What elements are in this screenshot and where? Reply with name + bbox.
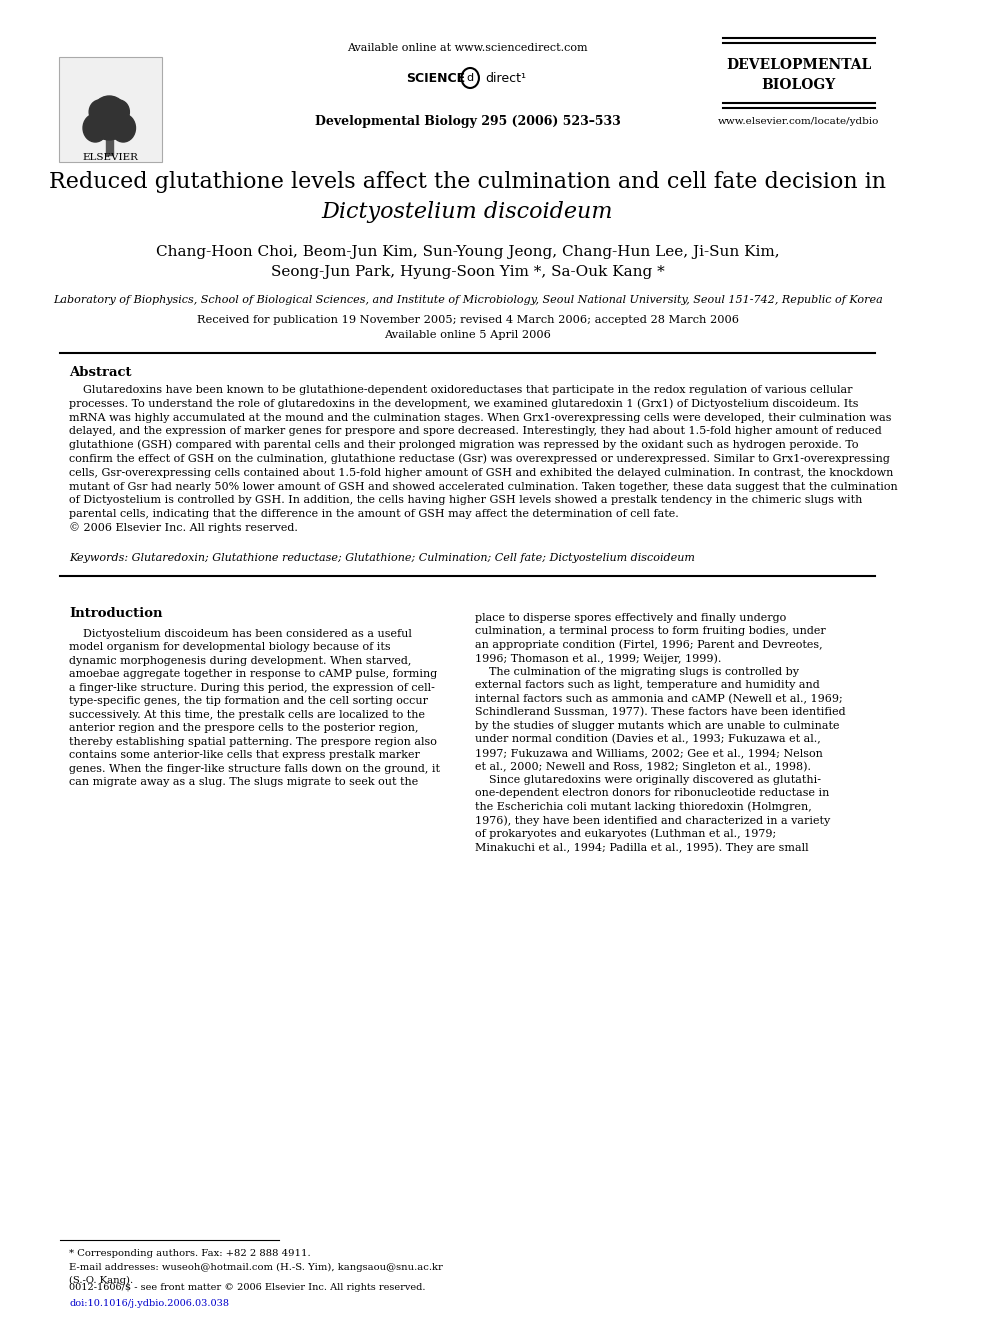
Text: www.elsevier.com/locate/ydbio: www.elsevier.com/locate/ydbio — [718, 118, 880, 127]
Text: glutathione (GSH) compared with parental cells and their prolonged migration was: glutathione (GSH) compared with parental… — [69, 441, 858, 450]
Text: type-specific genes, the tip formation and the cell sorting occur: type-specific genes, the tip formation a… — [69, 696, 429, 706]
Text: Glutaredoxins have been known to be glutathione-dependent oxidoreductases that p: Glutaredoxins have been known to be glut… — [69, 385, 852, 396]
Text: 1997; Fukuzawa and Williams, 2002; Gee et al., 1994; Nelson: 1997; Fukuzawa and Williams, 2002; Gee e… — [475, 747, 823, 758]
Text: an appropriate condition (Firtel, 1996; Parent and Devreotes,: an appropriate condition (Firtel, 1996; … — [475, 639, 823, 650]
Text: under normal condition (Davies et al., 1993; Fukuzawa et al.,: under normal condition (Davies et al., 1… — [475, 734, 821, 745]
Text: anterior region and the prespore cells to the posterior region,: anterior region and the prespore cells t… — [69, 724, 419, 733]
Circle shape — [89, 101, 110, 124]
Text: thereby establishing spatial patterning. The prespore region also: thereby establishing spatial patterning.… — [69, 737, 436, 746]
Text: Seong-Jun Park, Hyung-Soon Yim *, Sa-Ouk Kang *: Seong-Jun Park, Hyung-Soon Yim *, Sa-Ouk… — [271, 265, 665, 279]
Text: successively. At this time, the prestalk cells are localized to the: successively. At this time, the prestalk… — [69, 710, 425, 720]
Text: E-mail addresses: wuseoh@hotmail.com (H.-S. Yim), kangsaou@snu.ac.kr: E-mail addresses: wuseoh@hotmail.com (H.… — [69, 1262, 443, 1271]
Text: et al., 2000; Newell and Ross, 1982; Singleton et al., 1998).: et al., 2000; Newell and Ross, 1982; Sin… — [475, 761, 811, 771]
Text: Introduction: Introduction — [69, 607, 163, 620]
Text: mutant of Gsr had nearly 50% lower amount of GSH and showed accelerated culminat: mutant of Gsr had nearly 50% lower amoun… — [69, 482, 898, 492]
Text: direct¹: direct¹ — [485, 71, 527, 85]
Text: © 2006 Elsevier Inc. All rights reserved.: © 2006 Elsevier Inc. All rights reserved… — [69, 523, 298, 533]
Text: The culmination of the migrating slugs is controlled by: The culmination of the migrating slugs i… — [475, 667, 800, 677]
Text: culmination, a terminal process to form fruiting bodies, under: culmination, a terminal process to form … — [475, 626, 826, 636]
Circle shape — [90, 97, 129, 140]
Text: Schindlerand Sussman, 1977). These factors have been identified: Schindlerand Sussman, 1977). These facto… — [475, 706, 846, 717]
Text: external factors such as light, temperature and humidity and: external factors such as light, temperat… — [475, 680, 820, 691]
Text: 1996; Thomason et al., 1999; Weijer, 1999).: 1996; Thomason et al., 1999; Weijer, 199… — [475, 654, 722, 664]
Text: mRNA was highly accumulated at the mound and the culmination stages. When Grx1-o: mRNA was highly accumulated at the mound… — [69, 413, 892, 422]
Text: dynamic morphogenesis during development. When starved,: dynamic morphogenesis during development… — [69, 656, 412, 665]
Circle shape — [111, 114, 136, 142]
Text: a finger-like structure. During this period, the expression of cell-: a finger-like structure. During this per… — [69, 683, 434, 693]
Text: Dictyostelium discoideum: Dictyostelium discoideum — [321, 201, 613, 224]
Text: Available online at www.sciencedirect.com: Available online at www.sciencedirect.co… — [347, 44, 588, 53]
Text: SCIENCE: SCIENCE — [407, 71, 465, 85]
Text: d: d — [466, 73, 474, 83]
Text: Available online 5 April 2006: Available online 5 April 2006 — [384, 329, 551, 340]
Text: Abstract: Abstract — [69, 365, 132, 378]
Text: place to disperse spores effectively and finally undergo: place to disperse spores effectively and… — [475, 613, 787, 623]
Text: (S.-O. Kang).: (S.-O. Kang). — [69, 1275, 133, 1285]
Text: by the studies of slugger mutants which are unable to culminate: by the studies of slugger mutants which … — [475, 721, 840, 730]
Text: 0012-1606/$ - see front matter © 2006 Elsevier Inc. All rights reserved.: 0012-1606/$ - see front matter © 2006 El… — [69, 1283, 426, 1293]
Text: one-dependent electron donors for ribonucleotide reductase in: one-dependent electron donors for ribonu… — [475, 789, 830, 798]
Text: 1976), they have been identified and characterized in a variety: 1976), they have been identified and cha… — [475, 815, 830, 826]
Text: Keywords: Glutaredoxin; Glutathione reductase; Glutathione; Culmination; Cell fa: Keywords: Glutaredoxin; Glutathione redu… — [69, 553, 695, 562]
Text: doi:10.1016/j.ydbio.2006.03.038: doi:10.1016/j.ydbio.2006.03.038 — [69, 1298, 229, 1307]
Text: Received for publication 19 November 2005; revised 4 March 2006; accepted 28 Mar: Received for publication 19 November 200… — [196, 315, 739, 325]
Text: parental cells, indicating that the difference in the amount of GSH may affect t: parental cells, indicating that the diff… — [69, 509, 679, 519]
Circle shape — [83, 114, 107, 142]
Text: processes. To understand the role of glutaredoxins in the development, we examin: processes. To understand the role of glu… — [69, 398, 858, 409]
Text: genes. When the finger-like structure falls down on the ground, it: genes. When the finger-like structure fa… — [69, 763, 440, 774]
Text: model organism for developmental biology because of its: model organism for developmental biology… — [69, 642, 391, 652]
Text: confirm the effect of GSH on the culmination, glutathione reductase (Gsr) was ov: confirm the effect of GSH on the culmina… — [69, 454, 890, 464]
Text: Minakuchi et al., 1994; Padilla et al., 1995). They are small: Minakuchi et al., 1994; Padilla et al., … — [475, 841, 809, 852]
Bar — [59, 57, 162, 161]
Text: DEVELOPMENTAL: DEVELOPMENTAL — [726, 58, 871, 71]
Text: of Dictyostelium is controlled by GSH. In addition, the cells having higher GSH : of Dictyostelium is controlled by GSH. I… — [69, 495, 862, 505]
Text: delayed, and the expression of marker genes for prespore and spore decreased. In: delayed, and the expression of marker ge… — [69, 426, 882, 437]
Text: can migrate away as a slug. The slugs migrate to seek out the: can migrate away as a slug. The slugs mi… — [69, 778, 419, 787]
Text: Developmental Biology 295 (2006) 523–533: Developmental Biology 295 (2006) 523–533 — [314, 115, 620, 128]
Text: of prokaryotes and eukaryotes (Luthman et al., 1979;: of prokaryotes and eukaryotes (Luthman e… — [475, 828, 777, 839]
Text: Dictyostelium discoideum has been considered as a useful: Dictyostelium discoideum has been consid… — [69, 628, 412, 639]
Text: the Escherichia coli mutant lacking thioredoxin (Holmgren,: the Escherichia coli mutant lacking thio… — [475, 802, 812, 812]
Text: Chang-Hoon Choi, Beom-Jun Kim, Sun-Young Jeong, Chang-Hun Lee, Ji-Sun Kim,: Chang-Hoon Choi, Beom-Jun Kim, Sun-Young… — [156, 245, 780, 259]
Text: contains some anterior-like cells that express prestalk marker: contains some anterior-like cells that e… — [69, 750, 420, 761]
Text: amoebae aggregate together in response to cAMP pulse, forming: amoebae aggregate together in response t… — [69, 669, 437, 679]
Text: Since glutaredoxins were originally discovered as glutathi-: Since glutaredoxins were originally disc… — [475, 775, 821, 785]
Text: * Corresponding authors. Fax: +82 2 888 4911.: * Corresponding authors. Fax: +82 2 888 … — [69, 1249, 310, 1258]
Text: BIOLOGY: BIOLOGY — [762, 78, 836, 93]
Text: Reduced glutathione levels affect the culmination and cell fate decision in: Reduced glutathione levels affect the cu… — [49, 171, 886, 193]
Text: cells, Gsr-overexpressing cells contained about 1.5-fold higher amount of GSH an: cells, Gsr-overexpressing cells containe… — [69, 468, 894, 478]
Text: ELSEVIER: ELSEVIER — [82, 153, 138, 163]
Bar — [106, 135, 113, 155]
Text: internal factors such as ammonia and cAMP (Newell et al., 1969;: internal factors such as ammonia and cAM… — [475, 693, 843, 704]
Text: Laboratory of Biophysics, School of Biological Sciences, and Institute of Microb: Laboratory of Biophysics, School of Biol… — [53, 295, 883, 306]
Circle shape — [108, 101, 129, 124]
